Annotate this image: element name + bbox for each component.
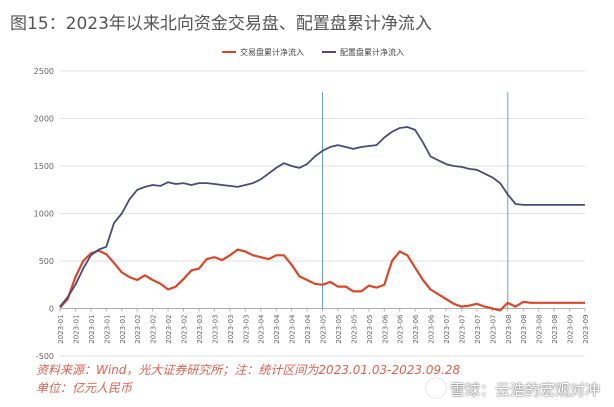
x-tick-label: 2023-04 xyxy=(273,314,281,344)
x-tick-label: 2023-08 xyxy=(551,315,559,344)
x-tick-label: 2023-09 xyxy=(582,315,590,344)
x-tick-label: 2023-05 xyxy=(366,315,374,344)
x-tick-label: 2023-05 xyxy=(320,315,328,344)
y-tick-label: 1000 xyxy=(34,210,54,219)
x-tick-label: 2023-01 xyxy=(57,315,65,344)
x-tick-label: 2023-02 xyxy=(150,315,158,344)
y-tick-label: 500 xyxy=(39,257,54,266)
x-tick-label: 2023-03 xyxy=(196,315,204,344)
y-tick-label: 0 xyxy=(49,305,54,314)
legend-label: 交易盘累计净流入 xyxy=(240,47,304,57)
x-tick-label: 2023-07 xyxy=(443,315,451,344)
legend-label: 配置盘累计净流入 xyxy=(340,47,404,57)
chart-title: 图15：2023年以来北向资金交易盘、配置盘累计净流入 xyxy=(10,14,432,34)
x-tick-label: 2023-06 xyxy=(397,314,405,344)
x-tick-label: 2023-01 xyxy=(119,315,127,344)
x-tick-label: 2023-03 xyxy=(211,315,219,344)
x-tick-label: 2023-06 xyxy=(412,314,420,344)
y-tick-label: 2000 xyxy=(34,115,54,124)
x-tick-label: 2023-01 xyxy=(103,315,111,344)
x-tick-label: 2023-08 xyxy=(520,315,528,344)
watermark: 雪球：云浩的宏观对冲 xyxy=(425,378,600,400)
x-tick-label: 2023-04 xyxy=(289,314,297,344)
x-tick-label: 2023-04 xyxy=(304,314,312,344)
snowball-logo-icon xyxy=(425,378,446,398)
x-tick-label: 2023-07 xyxy=(474,315,482,344)
x-tick-label: 2023-05 xyxy=(350,315,358,344)
x-tick-label: 2023-01 xyxy=(72,315,80,344)
y-axis-ticks: -500 0 500 1000 1500 2000 2500 xyxy=(34,67,54,361)
x-tick-label: 2023-02 xyxy=(181,315,189,344)
x-tick-label: 2023-07 xyxy=(489,314,497,343)
x-tick-label: 2023-03 xyxy=(227,315,235,344)
x-tick-label: 2023-03 xyxy=(242,315,250,344)
series-lines xyxy=(59,126,585,312)
series-line-trading xyxy=(59,248,585,312)
y-tick-label: 2500 xyxy=(34,67,54,76)
x-tick-label: 2023-08 xyxy=(536,315,544,344)
reference-lines xyxy=(322,92,509,309)
unit-note: 单位：亿元人民币 xyxy=(36,381,133,395)
legend: 交易盘累计净流入 配置盘累计净流入 xyxy=(222,47,404,57)
x-tick-label: 2023-02 xyxy=(165,315,173,344)
x-tick-label: 2023-04 xyxy=(258,314,266,344)
x-tick-label: 2023-01 xyxy=(88,315,96,344)
x-tick-label: 2023-07 xyxy=(458,315,466,344)
series-line-allocation xyxy=(59,126,585,308)
x-tick-label: 2023-08 xyxy=(505,315,513,344)
y-tick-label: 1500 xyxy=(34,162,54,171)
x-tick-label: 2023-06 xyxy=(381,314,389,344)
x-tick-label: 2023-09 xyxy=(567,315,575,344)
x-tick-label: 2023-06 xyxy=(428,314,436,344)
x-axis-ticks: 2023-01 2023-01 2023-01 2023-01 2023-01 2023-… xyxy=(57,308,590,344)
y-tick-label: -500 xyxy=(36,352,54,361)
source-note: 资料来源：Wind，光大证券研究所；注：统计区间为2023.01.03-2023… xyxy=(36,363,461,377)
watermark-text: 雪球：云浩的宏观对冲 xyxy=(449,381,600,399)
x-tick-label: 2023-02 xyxy=(134,315,142,344)
x-tick-label: 2023-05 xyxy=(335,315,343,344)
